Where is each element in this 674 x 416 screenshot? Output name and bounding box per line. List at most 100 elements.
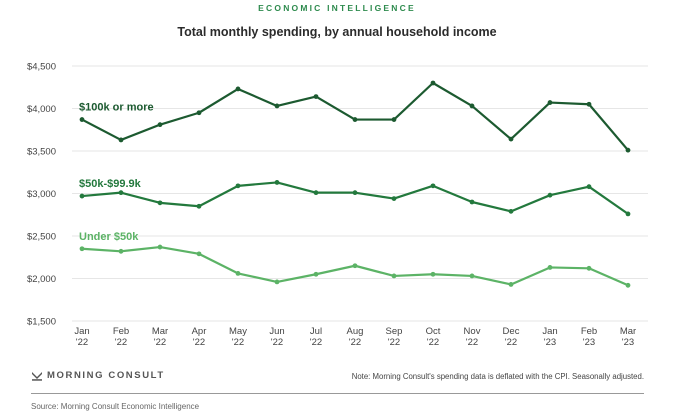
y-tick-label: $1,500 (27, 317, 56, 328)
x-tick-year: '22 (76, 337, 88, 348)
series-labels: $100k or more $50k-$99.9k Under $50k (79, 102, 154, 243)
data-point-high (118, 137, 124, 143)
data-point-low (391, 273, 397, 279)
x-tick-year: '22 (232, 337, 244, 348)
data-point-low (625, 282, 631, 288)
series-line-high (81, 81, 629, 151)
data-point-mid (157, 200, 163, 206)
data-point-low (352, 263, 358, 269)
x-tick-month: Oct (426, 326, 441, 337)
data-point-mid (547, 192, 553, 198)
x-tick-year: '22 (193, 337, 205, 348)
y-tick-label: $2,500 (27, 232, 56, 243)
data-point-high (586, 101, 592, 107)
data-point-high (391, 117, 397, 122)
x-tick-year: '22 (115, 337, 127, 348)
x-tick-month: Feb (113, 326, 129, 337)
footer-divider (31, 393, 644, 394)
data-point-low (313, 271, 319, 277)
data-point-mid (586, 184, 592, 190)
x-tick-year: '22 (349, 337, 361, 348)
x-tick-year: '22 (427, 337, 439, 348)
chart-note: Note: Morning Consult's spending data is… (351, 372, 644, 381)
x-tick-year: '22 (154, 337, 166, 348)
x-tick-year: '22 (271, 337, 283, 348)
data-point-high (469, 103, 475, 109)
x-tick-year: '22 (388, 337, 400, 348)
y-tick-label: $3,000 (27, 189, 56, 200)
data-point-high (352, 117, 358, 122)
data-point-mid (235, 183, 241, 189)
chart-title: Total monthly spending, by annual househ… (177, 25, 497, 39)
data-point-mid (430, 183, 436, 189)
data-point-high (508, 136, 514, 142)
data-point-low (79, 246, 85, 252)
x-axis-ticks: Jan'22Feb'22Mar'22Apr'22May'22Jun'22Jul'… (74, 326, 636, 348)
logo-text: MORNING CONSULT (47, 370, 165, 381)
data-point-low (547, 265, 553, 270)
series-label-high: $100k or more (79, 102, 154, 114)
x-tick-month: Jun (269, 326, 284, 337)
data-point-mid (469, 199, 475, 205)
series-lines (79, 80, 631, 288)
x-tick-month: Mar (620, 326, 636, 337)
morning-consult-m-icon (32, 371, 42, 381)
data-point-mid (352, 190, 358, 196)
x-tick-month: Feb (581, 326, 597, 337)
source-credit: Source: Morning Consult Economic Intelli… (31, 402, 200, 411)
y-axis-ticks: $4,500 $4,000 $3,500 $3,000 $2,500 $2,000 $1,5… (27, 62, 56, 328)
y-tick-label: $4,500 (27, 62, 56, 73)
data-point-low (430, 271, 436, 277)
x-tick-year: '22 (466, 337, 478, 348)
data-point-mid (196, 203, 202, 209)
data-point-low (157, 244, 163, 250)
data-point-high (157, 122, 163, 128)
eyebrow-label: ECONOMIC INTELLIGENCE (258, 3, 416, 13)
data-point-mid (79, 193, 85, 199)
x-tick-year: '23 (622, 337, 634, 348)
x-tick-year: '23 (583, 337, 595, 348)
x-tick-month: Apr (192, 326, 207, 337)
x-tick-year: '22 (310, 337, 322, 348)
x-tick-month: Jul (310, 326, 322, 337)
x-tick-year: '23 (544, 337, 556, 348)
data-point-low (586, 265, 592, 271)
data-point-high (313, 94, 319, 99)
series-label-mid: $50k-$99.9k (79, 178, 142, 190)
x-tick-year: '22 (505, 337, 517, 348)
morning-consult-logo: MORNING CONSULT (31, 370, 165, 381)
x-tick-month: May (229, 326, 247, 337)
data-point-low (118, 248, 124, 254)
data-point-low (235, 271, 241, 276)
x-tick-month: Mar (152, 326, 168, 337)
x-tick-month: Jan (74, 326, 89, 337)
series-line-mid (81, 181, 629, 215)
data-point-high (547, 100, 553, 105)
data-point-low (508, 282, 514, 287)
x-tick-month: Nov (464, 326, 481, 337)
x-tick-month: Dec (503, 326, 520, 337)
data-point-high (625, 147, 631, 153)
data-point-low (196, 251, 202, 257)
y-tick-label: $2,000 (27, 274, 56, 285)
data-point-high (196, 110, 202, 116)
data-point-mid (118, 190, 124, 196)
data-point-high (235, 86, 241, 92)
x-tick-month: Sep (386, 326, 403, 337)
data-point-mid (625, 211, 631, 217)
x-tick-month: Aug (347, 326, 364, 337)
y-tick-label: $4,000 (27, 104, 56, 115)
x-tick-month: Jan (542, 326, 557, 337)
data-point-mid (508, 208, 514, 214)
y-tick-label: $3,500 (27, 147, 56, 158)
data-point-high (430, 80, 436, 86)
data-point-high (274, 103, 280, 109)
data-point-mid (274, 180, 280, 185)
data-point-mid (313, 190, 319, 196)
data-point-mid (391, 196, 397, 202)
data-point-low (469, 273, 475, 279)
data-point-low (274, 279, 280, 285)
series-label-low: Under $50k (79, 231, 139, 243)
data-point-high (79, 117, 85, 122)
